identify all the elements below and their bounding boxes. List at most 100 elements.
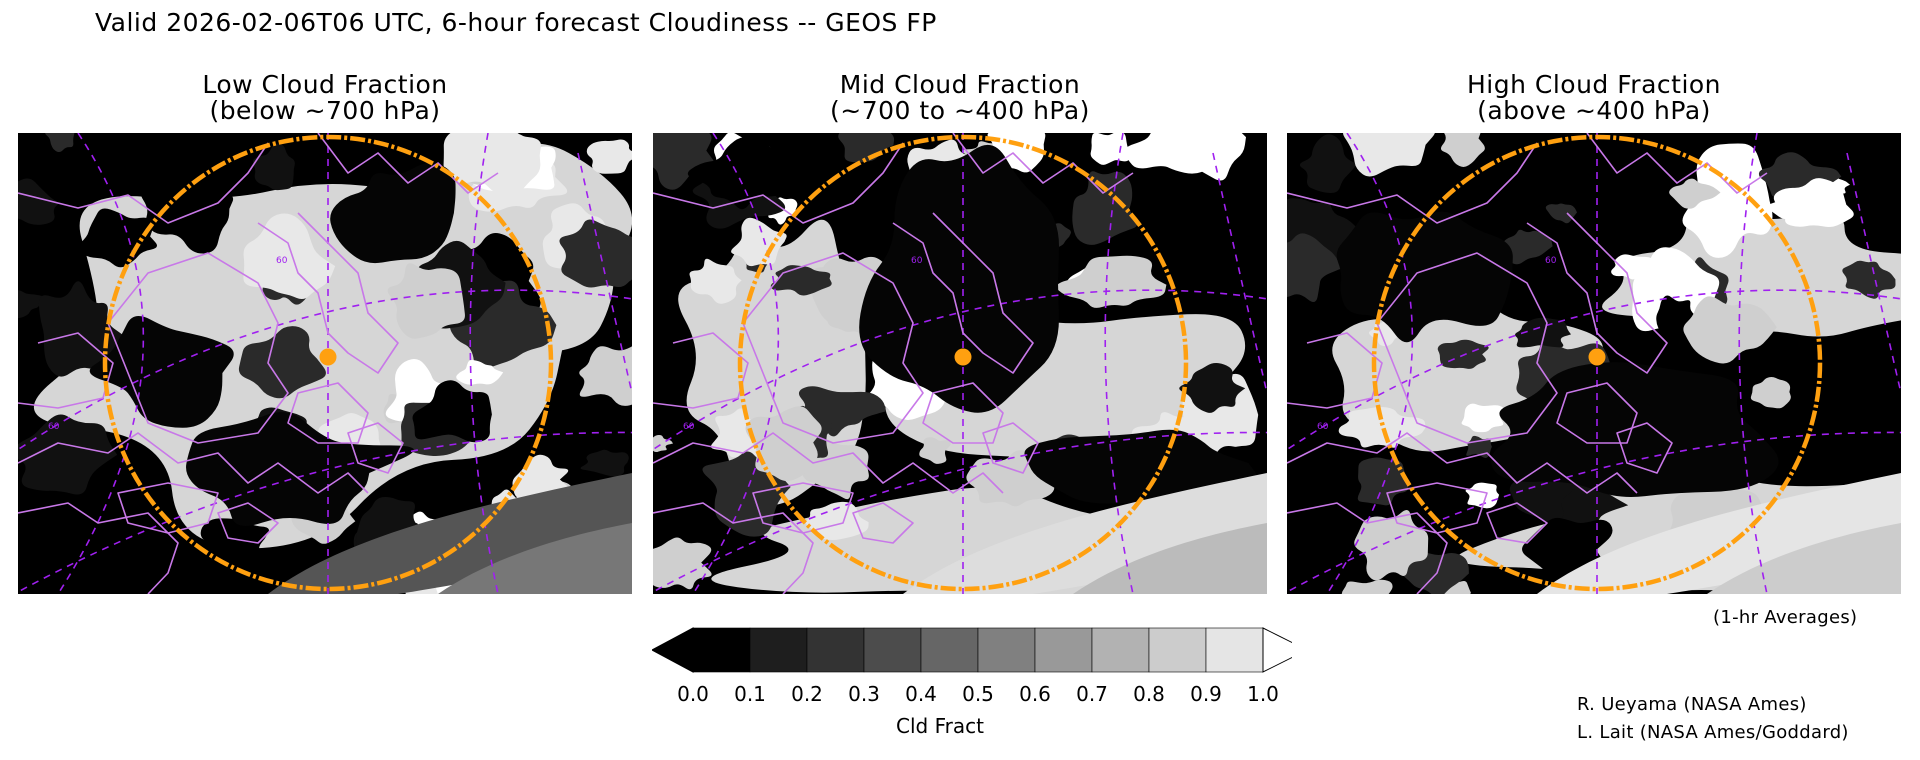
cloud-patch [1354,510,1429,581]
cloud-patch [687,136,794,210]
cloud-patch [387,263,465,339]
cloud-layer [18,133,632,594]
high-cloud-map: 60 60 [1287,133,1901,594]
coastline-path [1287,502,1448,594]
coastline-path [287,382,369,444]
cloud-patch [456,360,504,385]
coastline-path [117,482,219,534]
coastline-path [18,332,114,409]
panel-title-line1: High Cloud Fraction [1466,70,1722,99]
cloud-patch [653,537,712,590]
latitude-line [18,431,632,593]
location-dot [1588,348,1606,366]
coastline-path [982,422,1039,474]
panel-title-line2: (below ~700 hPa) [209,96,441,125]
latitude-label: 60 [683,422,695,432]
panel-title-line2: (above ~400 hPa) [1477,96,1711,125]
coastline-path [18,432,369,494]
coastline-path [1616,422,1673,474]
cloud-band [1073,523,1267,594]
clear-area [1024,429,1257,504]
cloud-band [438,523,632,594]
coastline-path [1287,432,1638,494]
longitude-line [1212,152,1267,394]
colorbar-under-triangle [652,627,694,673]
cloud-patch [1343,133,1435,177]
coastline-path [892,212,1034,374]
panel-title: Mid Cloud Fraction (~700 to ~400 hPa) [653,72,1267,128]
colorbar-over-triangle [1262,627,1292,673]
coastline-path [952,133,1134,194]
latitude-line [653,289,1267,451]
coastline-path [217,502,279,544]
coastline-path [653,432,1004,494]
cloud-patch [243,213,336,300]
panel-high-cloud: High Cloud Fraction (above ~400 hPa) 60 6… [1287,70,1901,594]
colorbar-label: Cld Fract [896,714,984,738]
cloud-patch [1056,255,1167,308]
colorbar-tick-label: 0.9 [1190,682,1222,706]
cloud-patch [1683,296,1777,364]
colorbar-bin [1034,627,1093,673]
coastline-path [653,502,814,594]
cloud-patch [1341,579,1393,594]
cloud-patch [1669,178,1721,209]
latitude-line [653,431,1267,593]
location-dot [954,348,972,366]
coastline-path [1486,502,1548,544]
cloud-patch [653,133,715,190]
cloud-patch [1568,133,1669,200]
panel-title-line1: Low Cloud Fraction [202,70,448,99]
colorbar-tick-label: 0.5 [962,682,994,706]
coastline-path [317,133,499,194]
colorbar-bin [692,627,751,673]
clear-area [1491,362,1779,497]
cloud-patch [1750,376,1791,409]
cloud-patch [1501,229,1553,265]
cloud-patch [1338,406,1426,448]
cloud-patch [838,133,895,163]
cloud-patch [140,168,234,254]
colorbar-bin [1205,627,1264,673]
coastline-path [18,502,179,594]
latitude-label: 60 [911,256,923,266]
coastline-path [1586,133,1768,194]
location-dot [319,348,337,366]
panel-mid-cloud: Mid Cloud Fraction (~700 to ~400 hPa) 60… [653,72,1267,594]
credit-line-1: R. Ueyama (NASA Ames) [1577,694,1807,715]
cloud-patch [1842,260,1896,299]
cloud-patch [586,139,632,174]
longitude-line [692,133,780,594]
clear-area [1336,211,1513,343]
cloud-patch [1287,233,1342,302]
cloud-patch [580,449,629,477]
longitude-line [577,152,632,394]
colorbar-tick-label: 0.1 [734,682,766,706]
longitude-line [1846,152,1901,394]
coastline-path [1556,382,1638,444]
panel-title-line1: Mid Cloud Fraction [839,70,1081,99]
cloud-patch [579,346,632,406]
longitude-line [57,133,145,594]
cloud-patch [1509,475,1574,522]
lat-lon-grid [18,133,632,594]
colorbar-bin [749,627,808,673]
coastline-path [653,332,749,409]
cloud-patch [1545,203,1577,224]
lat-lon-grid [653,133,1267,594]
coastline-path [1287,142,1538,224]
panel-title: Low Cloud Fraction (below ~700 hPa) [18,72,632,128]
cloud-layer [1287,133,1901,594]
latitude-label: 60 [276,256,288,266]
cloud-patch [1299,134,1358,193]
credit-line-2: L. Lait (NASA Ames/Goddard) [1577,722,1849,743]
colorbar-tick-label: 1.0 [1247,682,1279,706]
coastlines [653,133,1134,594]
panel-low-cloud: Low Cloud Fraction (below ~700 hPa) 60 60 [18,72,632,594]
low-cloud-map: 60 60 [18,133,632,594]
cloud-patch [252,143,295,191]
cloud-patch [731,217,787,267]
colorbar-tick-label: 0.6 [1019,682,1051,706]
colorbar-tick-label: 0.2 [791,682,823,706]
colorbar-tick-label: 0.0 [677,682,709,706]
